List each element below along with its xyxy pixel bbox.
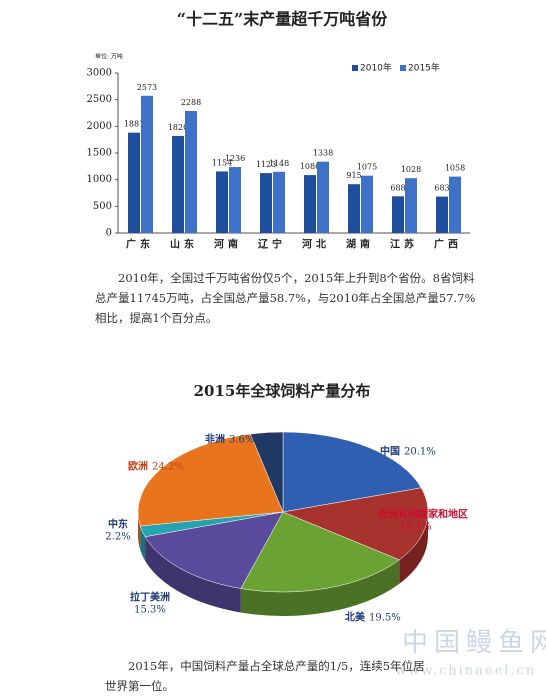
- legend-swatch: [352, 65, 358, 71]
- data-label: 2573: [137, 83, 157, 92]
- data-label: 1881: [124, 120, 144, 129]
- data-label: 1058: [445, 164, 465, 173]
- bar: [348, 184, 360, 233]
- pie-label: 中东: [108, 518, 128, 531]
- bar: [304, 175, 316, 233]
- x-tick-label: 辽宁: [258, 238, 286, 251]
- pie-value-label: 2.2%: [105, 532, 130, 543]
- y-tick-label: 0: [106, 228, 112, 239]
- y-tick-label: 2500: [87, 94, 112, 105]
- data-label: 1820: [168, 123, 188, 132]
- unit-label: 单位: 万吨: [95, 53, 123, 61]
- watermark: www.chinaeel.cn: [395, 664, 536, 679]
- x-tick-label: 广东: [126, 238, 154, 251]
- pie-side: [138, 512, 141, 551]
- data-label: 688: [390, 183, 405, 192]
- pie-value-label: 20.1%: [404, 447, 436, 458]
- y-tick-label: 2000: [87, 121, 112, 132]
- data-label: 683: [434, 184, 449, 193]
- data-label: 1148: [269, 159, 289, 168]
- bar: [216, 171, 228, 233]
- data-label: 1075: [357, 163, 377, 172]
- y-tick-label: 3000: [87, 68, 112, 79]
- legend-label: 2015年: [408, 62, 440, 74]
- bar: [229, 167, 241, 233]
- x-tick-label: 河北: [302, 238, 330, 251]
- pie-label: 北美: [345, 611, 366, 624]
- pie-value-label: 24.2%: [152, 462, 184, 473]
- legend-swatch: [400, 65, 406, 71]
- chart-title: 2015年全球饲料产量分布: [194, 382, 371, 400]
- pie-side: [399, 512, 428, 584]
- bar: [436, 196, 448, 233]
- x-tick-label: 广西: [434, 238, 462, 251]
- data-label: 1028: [401, 165, 421, 174]
- paragraph: 2010年，全国过千万吨省份仅5个，2015年上升到8个省份。8省饲料总产量11…: [95, 271, 476, 325]
- x-tick-label: 河南: [214, 238, 242, 251]
- chart-title: “十二五”末产量超千万吨省份: [177, 10, 388, 29]
- pie-value-label: 15.1%: [400, 522, 432, 533]
- pie-label: 非洲: [205, 433, 225, 446]
- data-label: 1123: [256, 160, 276, 169]
- bar: [361, 175, 373, 233]
- pie-label: 亚洲其他国家和地区: [378, 508, 468, 521]
- x-tick-label: 湖南: [346, 238, 374, 251]
- pie-slice: [240, 511, 400, 593]
- pie-slice: [144, 511, 284, 589]
- bar: [317, 161, 329, 233]
- data-label: 1154: [212, 158, 232, 167]
- legend-label: 2010年: [360, 62, 392, 74]
- data-label: 1338: [313, 149, 333, 158]
- pie-value-label: 3.6%: [229, 435, 254, 446]
- pie-value-label: 15.3%: [134, 605, 166, 616]
- y-tick-label: 500: [93, 201, 112, 212]
- bar: [260, 173, 272, 233]
- pie-label: 中国: [380, 445, 400, 458]
- pie-side: [145, 536, 241, 613]
- pie-side: [240, 559, 400, 616]
- bar: [172, 135, 184, 233]
- pie-slice: [250, 431, 284, 513]
- paragraph: 2015年，中国饲料产量占全球总产量的1/5，连续5年位居世界第一位。: [105, 659, 425, 693]
- y-tick-label: 1500: [87, 148, 112, 159]
- bar: [449, 176, 461, 233]
- data-label: 1236: [225, 154, 245, 163]
- pie-value-label: 19.5%: [369, 613, 401, 624]
- pie-slice: [282, 431, 422, 513]
- bar: [128, 132, 140, 233]
- data-label: 1086: [300, 162, 320, 171]
- bar: [185, 110, 197, 233]
- pie-slice: [282, 487, 429, 561]
- bar: [392, 196, 404, 233]
- x-tick-label: 江苏: [390, 238, 418, 251]
- pie-label: 拉丁美洲: [130, 591, 170, 604]
- data-label: 915: [346, 171, 361, 180]
- pie-slice: [137, 433, 284, 527]
- y-tick-label: 1000: [87, 174, 112, 185]
- pie-label: 欧洲: [128, 460, 148, 473]
- bar: [405, 178, 417, 233]
- data-label: 2288: [181, 98, 201, 107]
- watermark: 中国鳗鱼网: [402, 628, 546, 658]
- bar: [273, 171, 285, 233]
- bar: [141, 95, 153, 233]
- x-tick-label: 山东: [170, 238, 198, 251]
